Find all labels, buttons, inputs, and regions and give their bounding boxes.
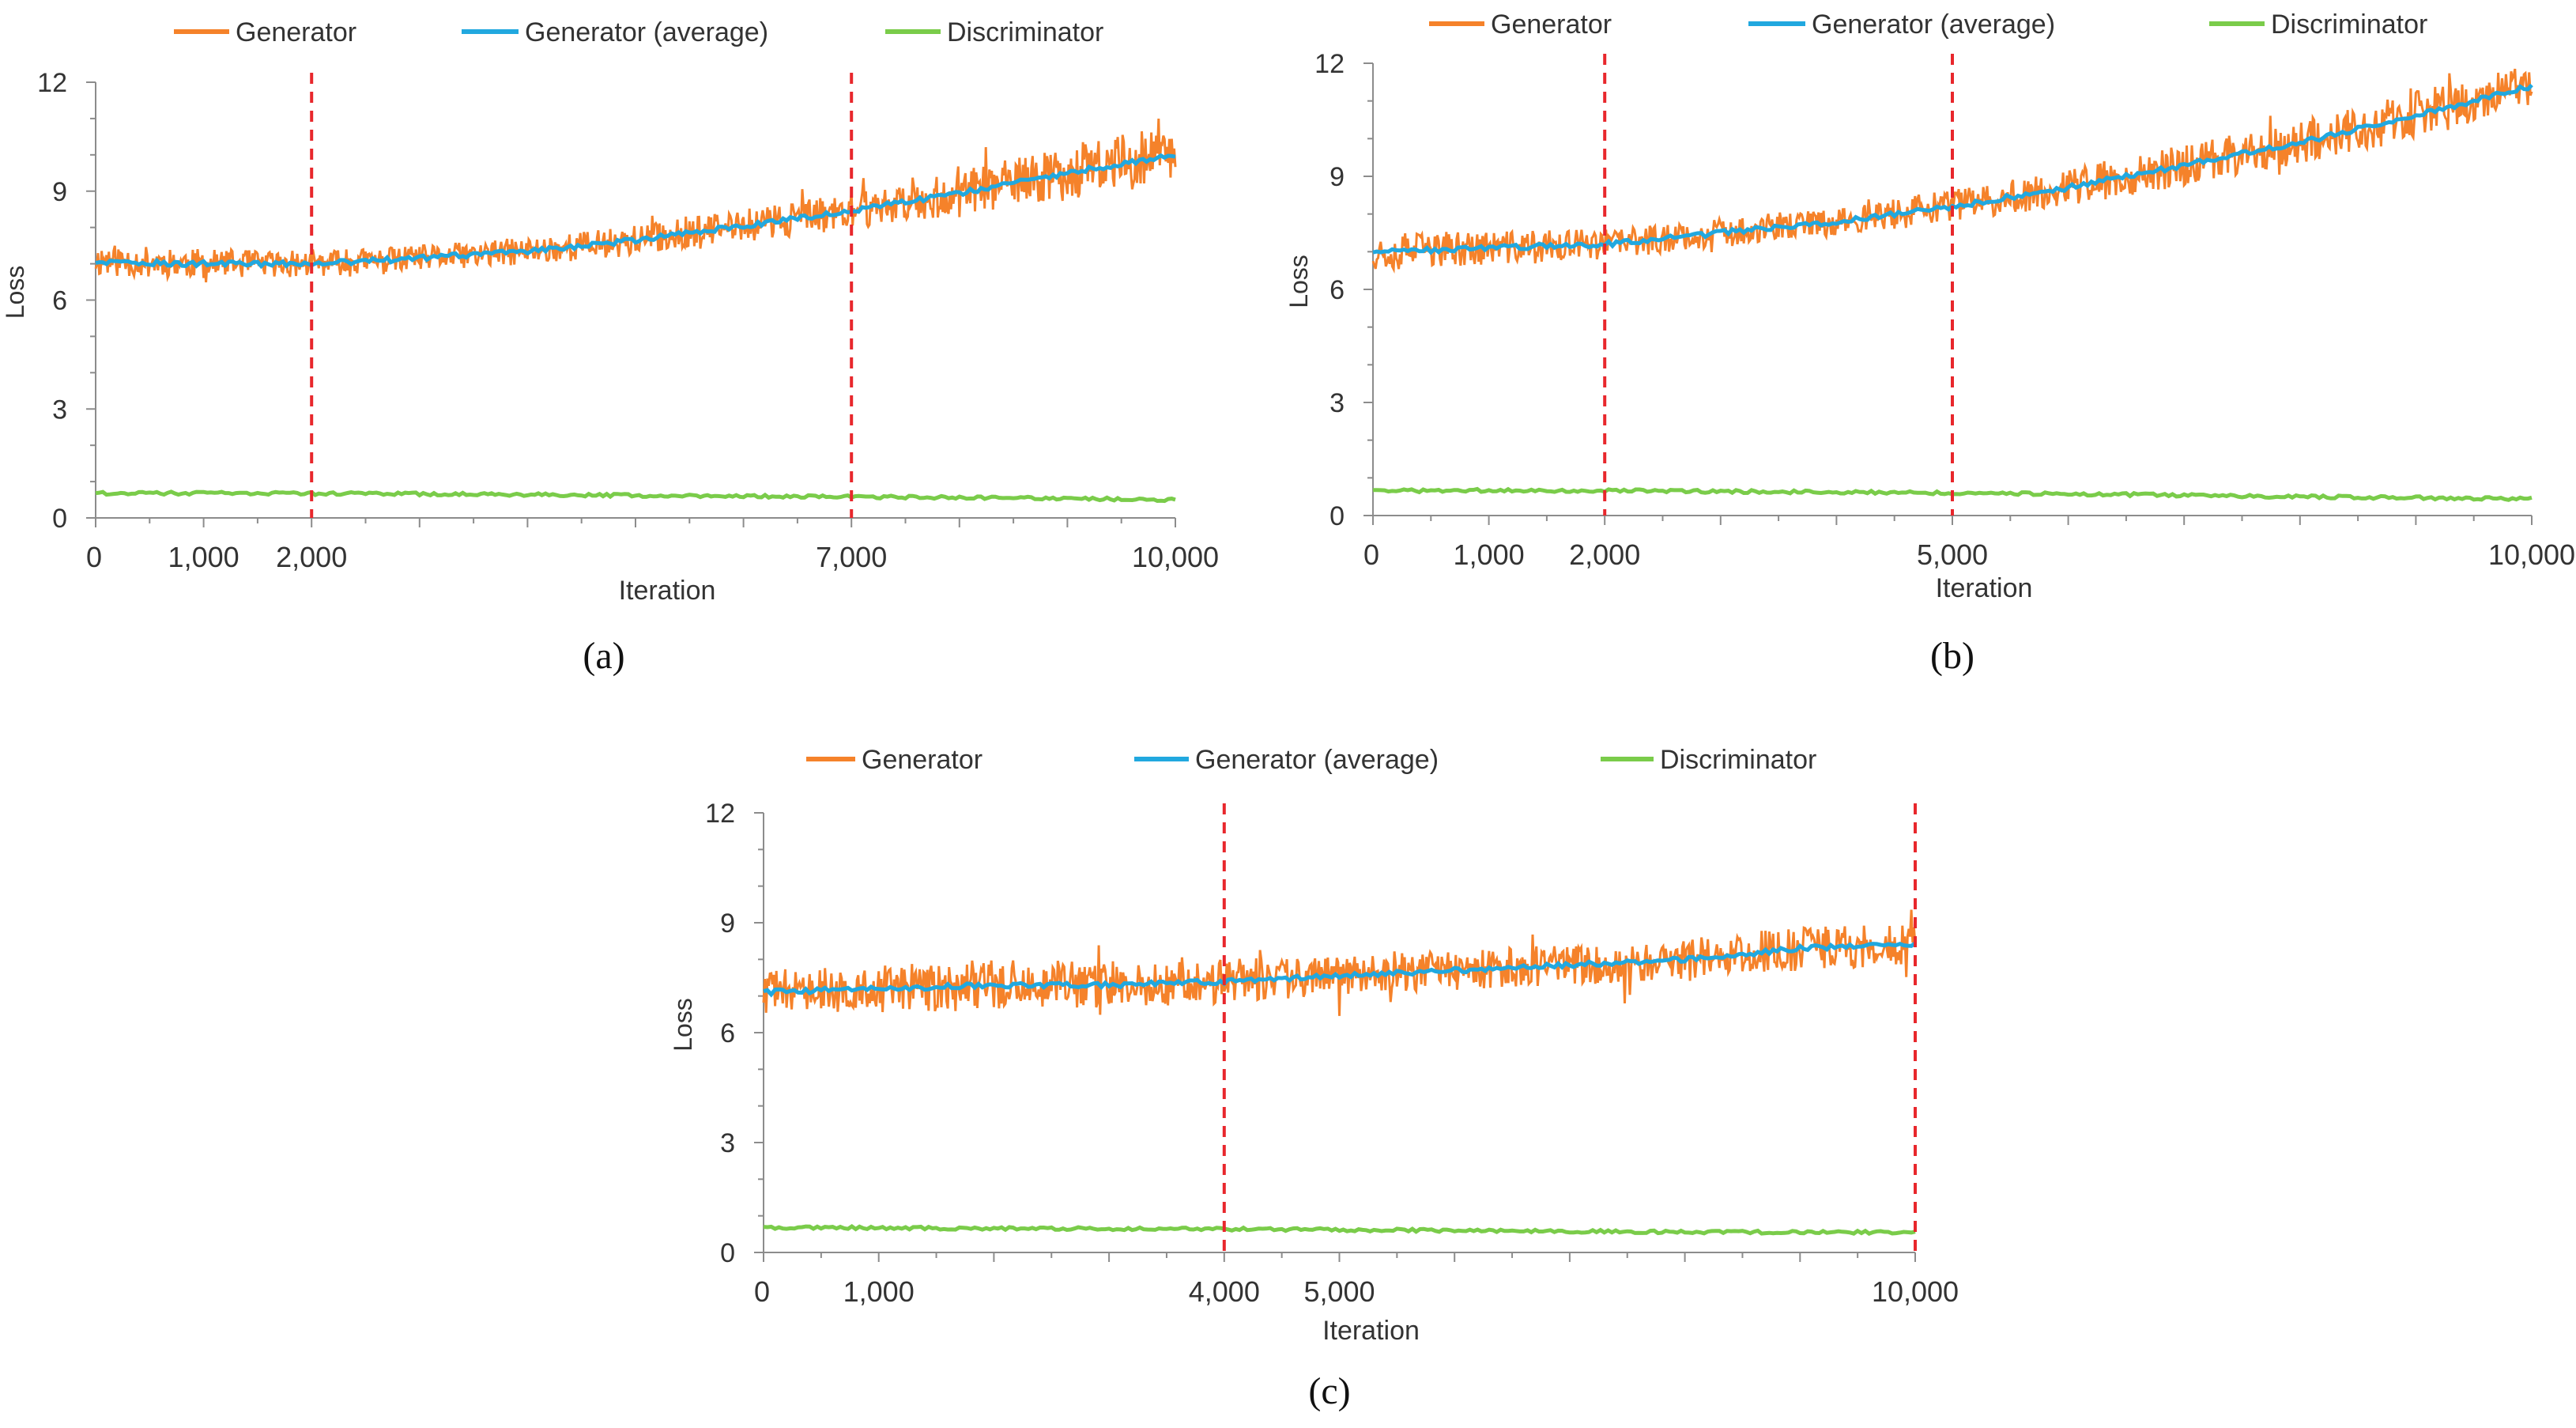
y-tick-label: 12 [1314,49,1345,79]
y-tick-label: 3 [52,395,67,425]
legend-label-discriminator: Discriminator [1660,745,1816,775]
x-tick-label: 5,000 [1917,538,1988,571]
legend-label-generator: Generator [862,745,983,775]
chart-panel-c: Generator Generator (average) Discriminato… [669,745,1959,1412]
generator-average-series-line [95,153,1176,270]
y-tick-label: 3 [720,1128,735,1158]
x-tick-label: 0 [1363,538,1379,571]
chart-panel-a: Generator Generator (average) Discriminato… [1,17,1219,677]
generator-series-line [94,119,1177,283]
y-tick-label: 3 [1329,388,1345,418]
y-tick-label: 0 [1329,501,1345,531]
x-axis-label: Iteration [619,576,716,606]
x-tick-label: 2,000 [276,541,347,573]
legend-label-generator-avg: Generator (average) [1195,745,1439,775]
legend-label-generator: Generator [236,17,356,47]
x-tick-label: 0 [754,1275,770,1308]
generator-series-line [762,909,1917,1016]
x-tick-label: 1,000 [168,541,239,573]
generator-average-series-line [763,941,1917,998]
x-tick-label: 0 [86,541,102,573]
y-tick-label: 6 [1329,275,1345,305]
panel-caption: (c) [1308,1370,1350,1412]
chart-panel-b: Generator Generator (average) Discriminato… [1284,9,2575,677]
legend-label-discriminator: Discriminator [947,17,1103,47]
panel-caption: (a) [583,635,624,677]
x-tick-label: 1,000 [843,1275,915,1308]
y-axis-label: Loss [1,266,29,319]
y-axis-label: Loss [669,998,697,1052]
y-tick-label: 6 [720,1018,735,1048]
y-tick-label: 12 [705,799,735,829]
legend-label-discriminator: Discriminator [2271,9,2427,40]
y-tick-label: 12 [37,68,67,98]
legend-label-generator-avg: Generator (average) [1812,9,2055,40]
x-axis-label: Iteration [1322,1316,1420,1346]
y-tick-label: 9 [1329,162,1345,192]
x-tick-label: 2,000 [1569,538,1640,571]
discriminator-series-line [95,489,1176,504]
x-tick-label: 10,000 [1132,541,1219,573]
y-tick-label: 9 [720,909,735,939]
x-tick-label: 10,000 [2488,538,2575,571]
y-tick-label: 9 [52,177,67,207]
y-tick-label: 0 [720,1238,735,1268]
y-tick-label: 0 [52,504,67,534]
x-axis-label: Iteration [1936,573,2033,603]
legend-label-generator-avg: Generator (average) [525,17,768,47]
legend-label-generator: Generator [1491,9,1612,40]
discriminator-series-line [763,1223,1916,1237]
x-tick-label: 4,000 [1189,1275,1260,1308]
y-axis-label: Loss [1284,255,1313,308]
generator-series-line [1371,68,2533,274]
x-tick-label: 1,000 [1454,538,1525,571]
x-tick-label: 10,000 [1872,1275,1959,1308]
panel-caption: (b) [1930,635,1974,677]
x-tick-label: 7,000 [816,541,887,573]
x-tick-label: 5,000 [1303,1275,1375,1308]
y-tick-label: 6 [52,286,67,316]
